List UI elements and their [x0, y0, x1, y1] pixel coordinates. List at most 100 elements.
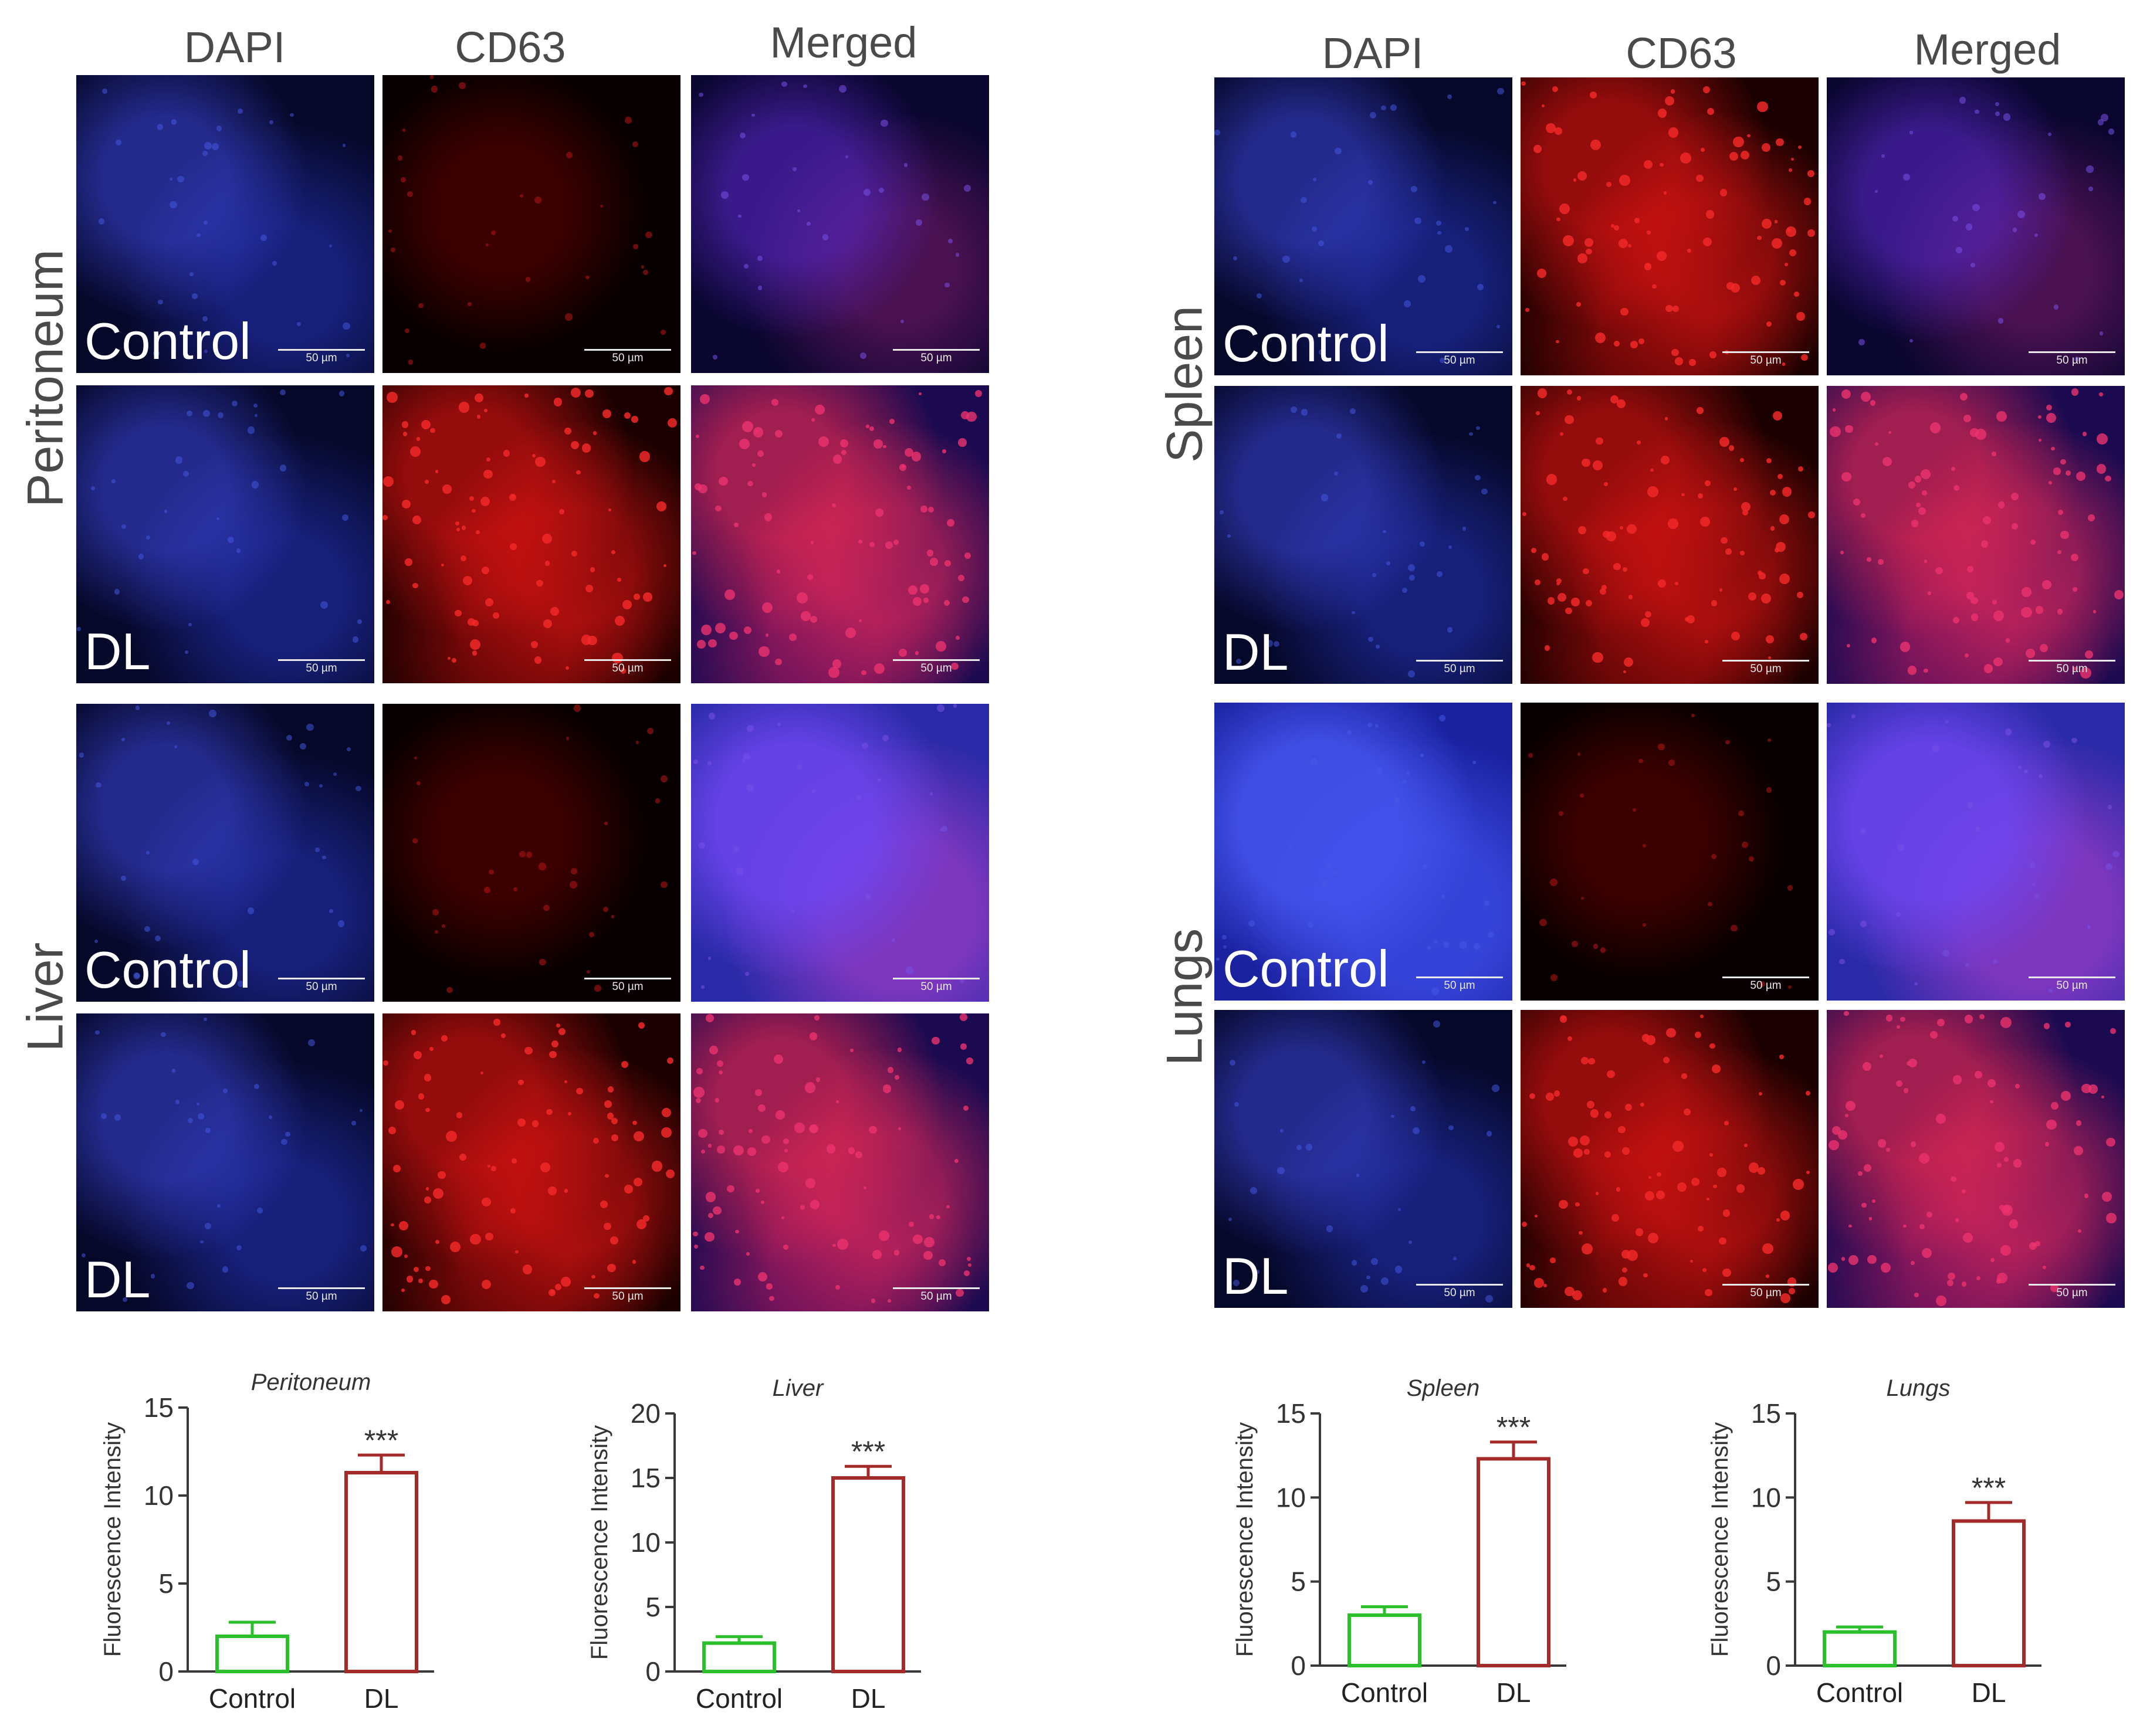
fluorescence-speckle [621, 668, 627, 674]
fluorescence-speckle [1427, 945, 1431, 950]
fluorescence-speckle [747, 1147, 757, 1156]
fluorescence-speckle [1757, 236, 1762, 240]
fluorescence-speckle [801, 611, 811, 621]
fluorescence-speckle [1918, 507, 1926, 516]
fluorescence-speckle [1875, 442, 1879, 446]
fluorescence-speckle [1975, 109, 1979, 114]
fluorescence-speckle [1962, 1233, 1973, 1243]
fluorescence-speckle [1445, 245, 1452, 253]
fluorescence-speckle [1485, 1295, 1493, 1303]
fluorescence-speckle [418, 303, 424, 308]
fluorescence-speckle [1758, 1092, 1762, 1096]
fluorescence-speckle [1838, 1130, 1848, 1140]
fluorescence-speckle [405, 558, 412, 566]
fluorescence-speckle [539, 863, 546, 870]
row-label-control: Control [84, 941, 251, 999]
fluorescence-speckle [1624, 657, 1634, 667]
fluorescence-speckle [585, 275, 590, 280]
fluorescence-speckle [1579, 1230, 1583, 1235]
fluorescence-speckle [757, 255, 763, 261]
fluorescence-speckle [1548, 597, 1555, 605]
fluorescence-speckle [1417, 275, 1426, 283]
fluorescence-speckle [2053, 467, 2061, 475]
fluorescence-speckle [1867, 557, 1872, 562]
fluorescence-speckle [1572, 1290, 1582, 1301]
fluorescence-speckle [1914, 1292, 1919, 1297]
fluorescence-speckle [1828, 928, 1836, 936]
fluorescence-speckle [260, 234, 267, 241]
fluorescence-speckle [1556, 217, 1560, 222]
fluorescence-speckle [410, 446, 421, 457]
fluorescence-speckle [1952, 617, 1959, 624]
fluorescence-speckle [2048, 480, 2052, 484]
fluorescence-speckle [1528, 753, 1533, 758]
fluorescence-speckle [1964, 1015, 1973, 1023]
fluorescence-speckle [624, 1185, 634, 1194]
fluorescence-speckle [337, 920, 345, 927]
fluorescence-speckle [1885, 1015, 1892, 1022]
fluorescence-speckle [1942, 949, 1950, 957]
fluorescence-speckle [1695, 1032, 1702, 1039]
fluorescence-speckle [818, 436, 829, 447]
fluorescence-speckle [1961, 1281, 1967, 1287]
fluorescence-speckle [1229, 1060, 1236, 1066]
fluorescence-speckle [699, 842, 705, 849]
fluorescence-speckle [1577, 171, 1587, 181]
fluorescence-speckle [1988, 1079, 1996, 1088]
fluorescence-speckle [1736, 1184, 1745, 1193]
fluorescence-speckle [1550, 974, 1558, 982]
fluorescence-speckle [707, 761, 712, 765]
fluorescence-speckle [1844, 1113, 1848, 1117]
fluorescence-speckle [1697, 407, 1704, 414]
fluorescence-speckle [564, 1189, 568, 1193]
fluorescence-speckle [1369, 111, 1377, 118]
fluorescence-speckle [185, 650, 189, 655]
fluorescence-speckle [191, 293, 198, 299]
fluorescence-speckle [1848, 1255, 1858, 1265]
fluorescence-speckle [593, 431, 597, 435]
fluorescence-speckle [1779, 1054, 1785, 1060]
fluorescence-speckle [476, 530, 480, 535]
fluorescence-speckle [2097, 119, 2104, 126]
fluorescence-speckle [692, 551, 696, 555]
fluorescence-speckle [1995, 111, 2000, 117]
fluorescence-speckle [966, 1256, 971, 1261]
fluorescence-speckle [923, 598, 929, 603]
fluorescence-speckle [1614, 341, 1620, 347]
fluorescence-speckle [1567, 1036, 1572, 1042]
fluorescence-speckle [1351, 1260, 1357, 1266]
fluorescence-speckle [418, 1093, 425, 1100]
fluorescence-speckle [693, 1087, 705, 1098]
fluorescence-speckle [432, 909, 439, 916]
fluorescence-speckle [908, 1221, 914, 1227]
fluorescence-speckle [661, 775, 668, 782]
fluorescence-speckle [1618, 1125, 1626, 1134]
fluorescence-speckle [2017, 210, 2025, 218]
fluorescence-speckle [1622, 567, 1627, 572]
fluorescence-speckle [1844, 1011, 1850, 1016]
fluorescence-speckle [490, 230, 496, 236]
fluorescence-speckle [1484, 900, 1491, 906]
fluorescence-speckle [534, 196, 542, 204]
fluorescence-speckle [602, 906, 609, 913]
fluorescence-speckle [865, 893, 872, 900]
fluorescence-speckle [879, 1230, 890, 1241]
fluorescence-speckle [1681, 493, 1685, 497]
fluorescence-speckle [1367, 179, 1373, 185]
fluorescence-speckle [286, 735, 293, 741]
fluorescence-speckle [1785, 226, 1796, 237]
fluorescence-speckle [1409, 575, 1415, 581]
chart-title: Spleen [1407, 1375, 1480, 1401]
fluorescence-speckle [2084, 1194, 2089, 1198]
bar-dl [1952, 1519, 2026, 1667]
fluorescence-speckle [1888, 430, 1892, 435]
fluorescence-speckle [102, 89, 107, 94]
fluorescence-speckle [2071, 553, 2079, 561]
fluorescence-speckle [231, 400, 238, 406]
fluorescence-speckle [236, 548, 241, 553]
fluorescence-speckle [1301, 196, 1308, 204]
fluorescence-speckle [904, 447, 914, 457]
significance-marker: *** [1496, 1411, 1531, 1444]
fluorescence-speckle [1604, 482, 1609, 486]
fluorescence-speckle [1946, 1279, 1954, 1287]
